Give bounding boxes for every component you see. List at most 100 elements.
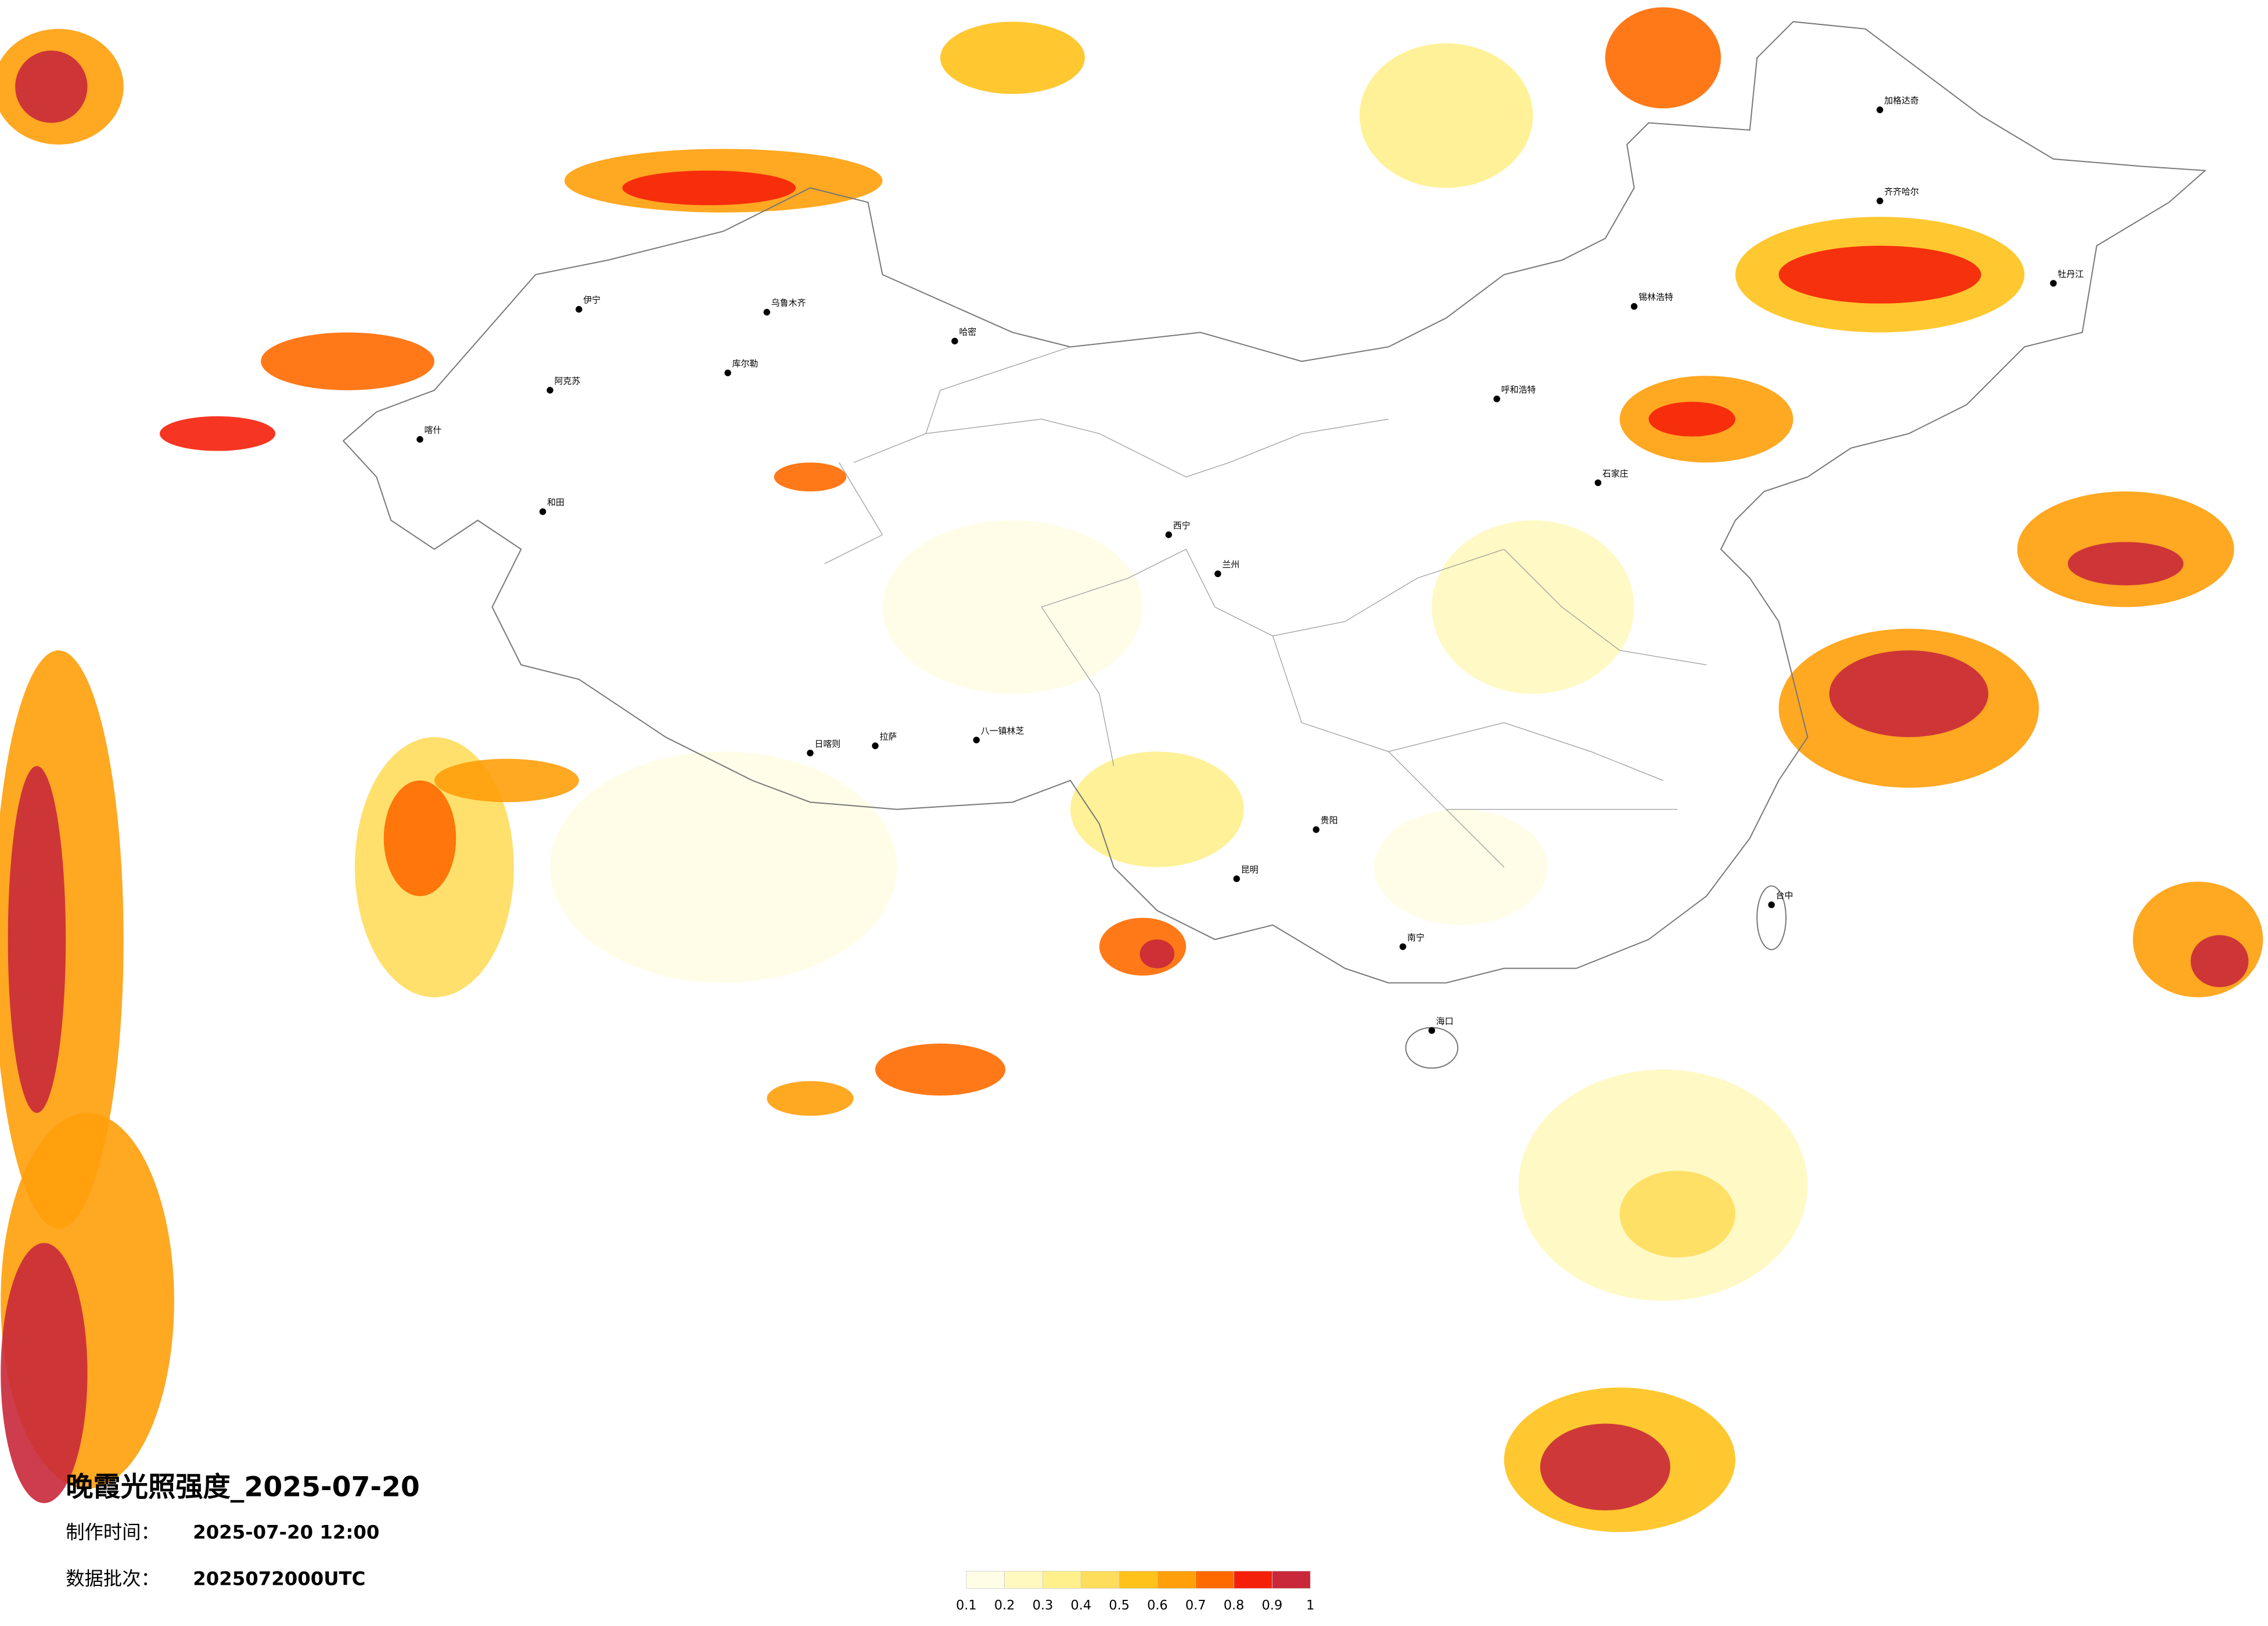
legend-tick-label: 0.9 [1262, 1598, 1283, 1613]
heat-patch [1778, 246, 1981, 304]
city-label: 兰州 [1222, 559, 1239, 570]
heat-patch [1140, 939, 1175, 969]
heat-patch [767, 1081, 854, 1116]
city-dot [547, 387, 553, 394]
city-dot [872, 742, 879, 749]
heat-patch [1432, 520, 1634, 694]
legend-swatch [1080, 1571, 1120, 1589]
heat-patch [15, 51, 88, 123]
city-dot [1594, 479, 1602, 487]
batch: 2025072000UTC [193, 1567, 365, 1589]
heat-patch [940, 21, 1085, 94]
city-dot [763, 308, 771, 316]
legend-tick-label: 0.7 [1185, 1598, 1206, 1613]
city-dot [539, 508, 547, 515]
legend-tick-label: 1 [1306, 1598, 1314, 1613]
taiwan-outline [1756, 885, 1787, 951]
city-dot [1428, 1027, 1435, 1034]
heat-patch [1359, 43, 1533, 188]
city-dot [951, 337, 958, 345]
city-dot [1493, 395, 1500, 402]
heat-patch [1648, 401, 1735, 437]
city-label: 和田 [547, 497, 565, 508]
city-dot [1630, 303, 1638, 310]
heat-patch [1374, 809, 1548, 925]
city-label: 日喀则 [814, 739, 840, 749]
batch-label: 数据批次： [66, 1567, 160, 1589]
city-label: 呼和浩特 [1501, 384, 1536, 395]
legend: 0.1 0.2 0.3 0.4 0.5 0.6 0.7 0.8 0.9 1 [956, 1571, 1314, 1613]
heat-patch [434, 758, 579, 803]
heat-patch [875, 1043, 1005, 1096]
city-dot [1877, 106, 1884, 113]
legend-tick-label: 0.5 [1109, 1598, 1130, 1613]
heat-patch [383, 780, 457, 897]
province-lines [824, 346, 1707, 868]
legend-swatch [1195, 1571, 1234, 1589]
city-label: 喀什 [424, 425, 441, 436]
legend-swatch [1119, 1571, 1158, 1589]
heat-patch [159, 416, 276, 451]
heat-patch [1070, 751, 1244, 868]
city-label: 库尔勒 [732, 358, 759, 369]
heat-patch [1829, 650, 1989, 738]
made-time: 2025-07-20 12:00 [193, 1521, 379, 1544]
city-dot [1313, 826, 1320, 833]
legend-tick-label: 0.6 [1147, 1598, 1168, 1613]
legend-swatch [1234, 1571, 1273, 1589]
china-outline [342, 21, 2207, 984]
city-dot [1399, 943, 1407, 950]
heat-patch [1619, 1171, 1735, 1258]
city-label: 牡丹江 [2058, 269, 2084, 279]
city-label: 台中 [1776, 890, 1793, 901]
city-label: 齐齐哈尔 [1884, 186, 1919, 197]
heat-patch [2133, 882, 2263, 998]
city-label: 加格达奇 [1884, 95, 1919, 106]
city-label: 伊宁 [583, 295, 601, 305]
legend-tick-label: 0.8 [1224, 1598, 1245, 1613]
city-label: 八一镇林芝 [981, 725, 1025, 736]
city-label: 乌鲁木齐 [771, 298, 806, 308]
city-label: 阿克苏 [554, 376, 580, 386]
city-label: 哈密 [959, 326, 976, 337]
heat-patch [2190, 935, 2249, 987]
heat-patch [774, 462, 847, 492]
legend-swatch [1043, 1571, 1081, 1589]
city-dot [576, 305, 583, 313]
heat-patch [261, 332, 434, 390]
city-dot [2050, 280, 2057, 287]
legend-tick-label: 0.3 [1033, 1598, 1054, 1613]
map-title: 晚霞光照强度_2025-07-20 [66, 1472, 420, 1503]
city-dot [1877, 197, 1884, 204]
city-dot [1214, 570, 1221, 577]
legend-swatch [966, 1571, 1005, 1589]
city-dot [416, 436, 423, 443]
city-dot [807, 749, 814, 757]
city-label: 贵阳 [1321, 815, 1338, 826]
city-dot [1233, 875, 1240, 882]
legend-swatch [1157, 1571, 1196, 1589]
legend-swatch [1271, 1571, 1311, 1589]
city-label: 拉萨 [879, 731, 897, 742]
heat-patch [622, 170, 796, 206]
heat-patch [1540, 1423, 1670, 1510]
heat-layer [0, 7, 2263, 1533]
heat-patch [882, 520, 1143, 694]
city-label: 石家庄 [1602, 468, 1629, 479]
legend-tick-label: 0.1 [956, 1598, 977, 1613]
city-dot [973, 736, 980, 744]
city-dot [1768, 901, 1775, 908]
heat-patch [549, 751, 897, 983]
heat-patch [2068, 542, 2184, 585]
heat-patch [1605, 7, 1721, 109]
heat-patch [8, 766, 66, 1113]
city-label: 昆明 [1241, 864, 1259, 875]
city-label: 锡林浩特 [1638, 292, 1673, 303]
city-label: 南宁 [1407, 932, 1425, 942]
city-label: 西宁 [1173, 520, 1191, 531]
city-dot [724, 369, 731, 376]
city-dot [1165, 531, 1172, 538]
